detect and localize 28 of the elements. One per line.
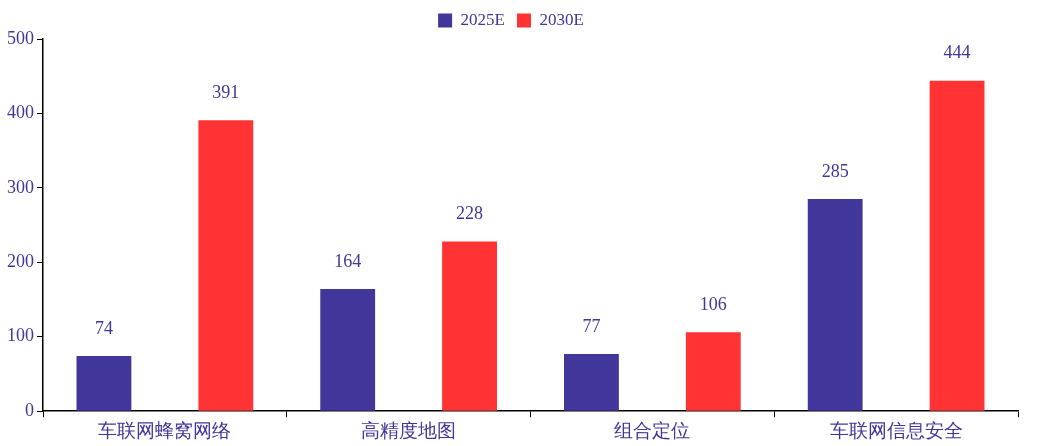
bar [685, 332, 741, 411]
y-tick-label: 500 [7, 27, 34, 48]
bar [929, 80, 985, 411]
x-tick-label: 车联网蜂窝网络 [98, 419, 232, 441]
data-label: 106 [699, 294, 727, 315]
bar [198, 120, 254, 411]
y-tick-label: 200 [7, 251, 34, 272]
data-label: 77 [582, 315, 601, 336]
x-tick-label: 车联网信息安全 [829, 419, 963, 441]
data-label: 391 [212, 81, 240, 102]
bar [442, 241, 497, 411]
x-tick-label: 组合定位 [614, 419, 691, 441]
data-label: 228 [456, 203, 484, 224]
y-tick-label: 100 [7, 325, 34, 346]
data-label: 444 [943, 42, 971, 63]
bar [564, 353, 619, 411]
y-tick-label: 300 [7, 176, 34, 197]
data-label: 285 [821, 160, 849, 181]
legend-label: 2030E [539, 9, 584, 29]
y-tick-label: 400 [7, 102, 34, 123]
bar [320, 289, 376, 411]
x-tick-label: 高精度地图 [361, 419, 457, 441]
data-label: 74 [94, 317, 113, 338]
legend-label: 2025E [460, 9, 506, 29]
bar [76, 356, 132, 411]
y-tick-label: 0 [25, 399, 34, 420]
bar [807, 199, 863, 411]
data-label: 164 [334, 250, 362, 271]
